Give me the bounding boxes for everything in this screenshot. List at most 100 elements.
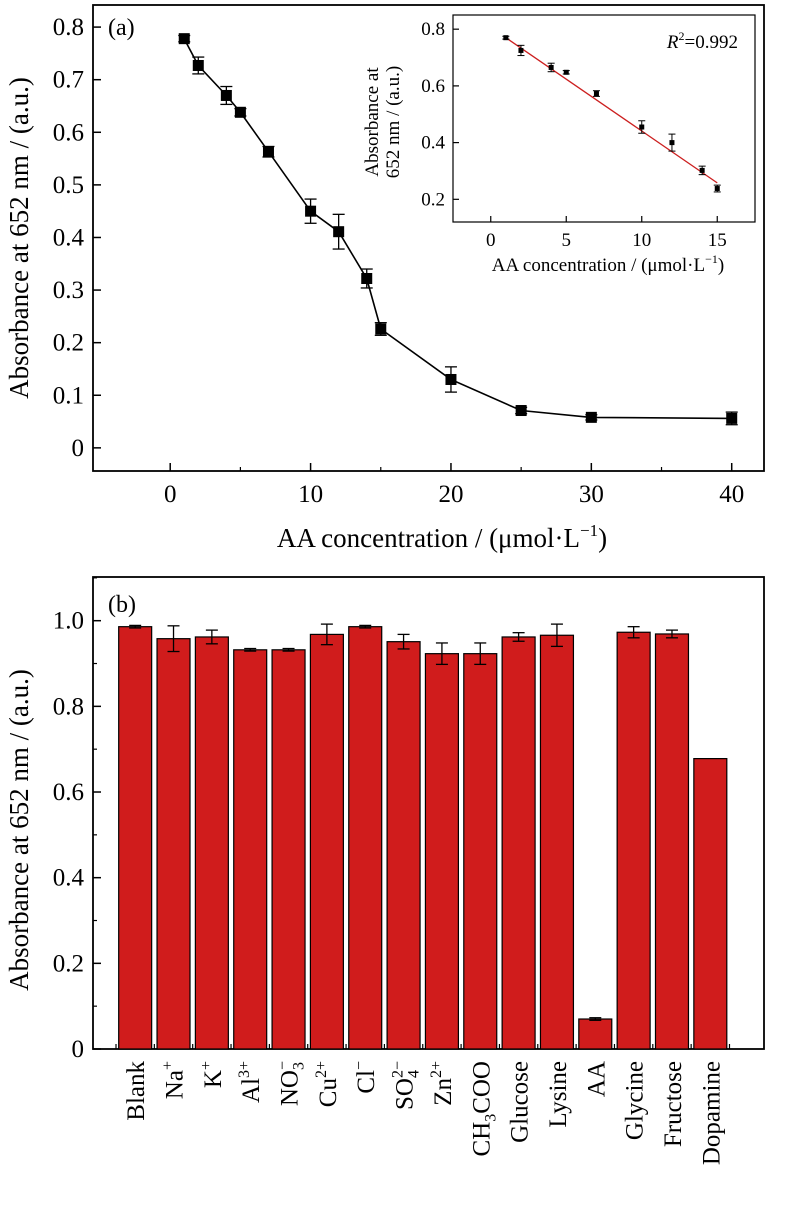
inset-x-axis-label-sup: −1	[705, 252, 718, 266]
inset-x-axis-label-main: AA concentration / (μmol·L	[492, 255, 705, 276]
category-label-text: Zn	[430, 1078, 457, 1106]
category-label-text: Fructose	[660, 1061, 687, 1147]
category-label-sub: 4	[406, 1070, 423, 1078]
panel-b-bar-6	[348, 626, 383, 1050]
inset-x-axis-label: AA concentration / (μmol·L−1)	[492, 252, 724, 276]
inset-data-point-7	[699, 167, 705, 173]
inset-data-point-6	[669, 140, 675, 146]
inset-x-tick-label-10: 10	[632, 230, 651, 251]
panel-b-bar-1	[156, 638, 191, 1050]
inset-y-tick-label-0-6: 0.6	[421, 76, 445, 97]
category-label-sup: 2−	[390, 1061, 407, 1078]
category-label-text: SO	[392, 1078, 419, 1110]
panel-a-y-axis-label: Absorbance at 652 nm / (a.u.)	[4, 77, 34, 399]
panel-a-y-tick-label-0-3: 0.3	[53, 277, 84, 304]
panel-b-y-tick-label-1: 1.0	[53, 608, 84, 635]
category-label-text: Glucose	[507, 1061, 534, 1143]
panel-a-data-point-12	[726, 412, 738, 424]
panel-a-x-tick-label-40: 40	[719, 481, 744, 508]
panel-a-inset: 0 5 10 15 0.2 0.4 0.6 0.8 R2=0.992 Absorbance a…	[362, 14, 756, 276]
panel-b-bar-7	[386, 641, 421, 1050]
panel-b-category-label-9: CH3COO	[468, 1061, 499, 1157]
panel-b-bar-2	[194, 636, 229, 1050]
panel-b-category-label-11: Lysine	[545, 1061, 572, 1128]
panel-b-category-label-3: Al3+	[236, 1061, 265, 1103]
panel-b-y-tick-label-0-6: 0.6	[53, 779, 84, 806]
panel-b-bar-8	[424, 653, 460, 1050]
inset-r-squared-sup: 2	[679, 29, 685, 43]
panel-b-y-tick-label-0: 0	[72, 1036, 85, 1063]
panel-a-data-point-4	[262, 146, 274, 158]
panel-a-data-point-9	[445, 373, 457, 385]
category-label-text: CH	[468, 1122, 495, 1157]
inset-y-tick-label-0-8: 0.8	[421, 19, 445, 40]
category-label-sup: −	[351, 1061, 368, 1070]
panel-a-x-tick-label-0: 0	[164, 481, 177, 508]
panel-b-label: (b)	[108, 592, 136, 618]
category-label-sup: −	[275, 1061, 292, 1070]
panel-a-x-tick-label-20: 20	[438, 481, 463, 508]
panel-b-category-label-4: NO3−	[275, 1061, 308, 1106]
category-label-text: Dopamine	[698, 1061, 725, 1165]
panel-a-data-point-5	[305, 205, 317, 217]
panel-a-label: (a)	[108, 15, 135, 41]
panel-b-category-label-12: AA	[583, 1061, 610, 1097]
panel-b-y-tick-label-0-4: 0.4	[53, 865, 85, 892]
inset-data-point-0	[503, 35, 509, 41]
category-label-text: Cu	[315, 1078, 342, 1108]
inset-r-squared-annotation: R2=0.992	[666, 29, 738, 53]
panel-a-y-tick-label-0-8: 0.8	[53, 14, 84, 41]
panel-a-x-axis-label-sup: −1	[580, 521, 598, 540]
panel-a-x-tick-label-10: 10	[298, 481, 323, 508]
panel-b-category-label-10: Glucose	[507, 1061, 534, 1143]
category-label-text: NO	[277, 1070, 304, 1106]
panel-b-category-label-6: Cl−	[351, 1061, 380, 1094]
panel-b-axes: 0 0.2 0.4 0.6 0.8 1.0	[53, 577, 731, 1063]
panel-a-data-point-11	[585, 411, 597, 423]
inset-data-point-4	[593, 91, 599, 97]
category-label-sup: 2+	[313, 1061, 330, 1078]
inset-axes: 0 5 10 15 0.2 0.4 0.6 0.8	[421, 19, 727, 251]
panel-b-bars	[118, 623, 728, 1050]
panel-b-bar-13	[616, 631, 651, 1050]
panel-b-category-label-1: Na+	[160, 1061, 189, 1099]
panel-b-bar-14	[654, 633, 690, 1050]
category-label-text: K	[200, 1070, 227, 1088]
panel-b-bar-12	[578, 1018, 613, 1050]
panel-b-bar-9	[463, 653, 498, 1050]
inset-x-tick-label-0: 0	[486, 230, 496, 251]
category-label-sub: 3	[291, 1062, 308, 1070]
panel-b-category-label-15: Dopamine	[698, 1061, 725, 1165]
inset-y-tick-label-0-2: 0.2	[421, 189, 445, 210]
inset-y-tick-label-0-4: 0.4	[421, 133, 445, 154]
panel-a-x-axis-label-main: AA concentration / (μmol·L	[277, 523, 580, 553]
panel-a-data-point-10	[515, 405, 527, 417]
panel-a-y-tick-label-0-5: 0.5	[53, 172, 84, 199]
inset-data-point-2	[548, 64, 554, 70]
category-label-sub: 3	[482, 1114, 499, 1122]
inset-data-point-8	[714, 186, 720, 192]
panel-b-bar-11	[539, 634, 575, 1050]
category-label-text: COO	[468, 1061, 495, 1114]
panel-a-series	[178, 33, 738, 426]
category-label-text: Cl	[353, 1070, 380, 1094]
panel-b-category-label-14: Fructose	[660, 1061, 687, 1147]
category-label-text: Na	[162, 1070, 189, 1099]
inset-x-tick-label-5: 5	[562, 230, 572, 251]
panel-a-y-tick-label-0-4: 0.4	[53, 224, 85, 251]
inset-r-squared-var: R	[666, 32, 679, 53]
category-label-sup: +	[160, 1061, 177, 1070]
panel-b-category-label-13: Glycine	[622, 1061, 649, 1140]
panel-b-category-label-8: Zn2+	[428, 1061, 457, 1106]
panel-a-y-tick-label-0-2: 0.2	[53, 330, 84, 357]
panel-b-bar-3	[233, 649, 268, 1050]
panel-b-category-label-7: SO42−	[390, 1061, 423, 1110]
inset-y-axis-label-line1: Absorbance at	[362, 67, 383, 177]
panel-b-category-label-2: K+	[198, 1061, 227, 1088]
panel-a-y-tick-label-0-6: 0.6	[53, 119, 84, 146]
panel-b-category-labels: Blank Na+K+Al3+NO3−Cu2+Cl−SO42−Zn2+CH3COO…	[123, 1061, 725, 1166]
panel-b-bar-4	[271, 649, 306, 1050]
panel-a-data-point-6	[333, 226, 345, 238]
